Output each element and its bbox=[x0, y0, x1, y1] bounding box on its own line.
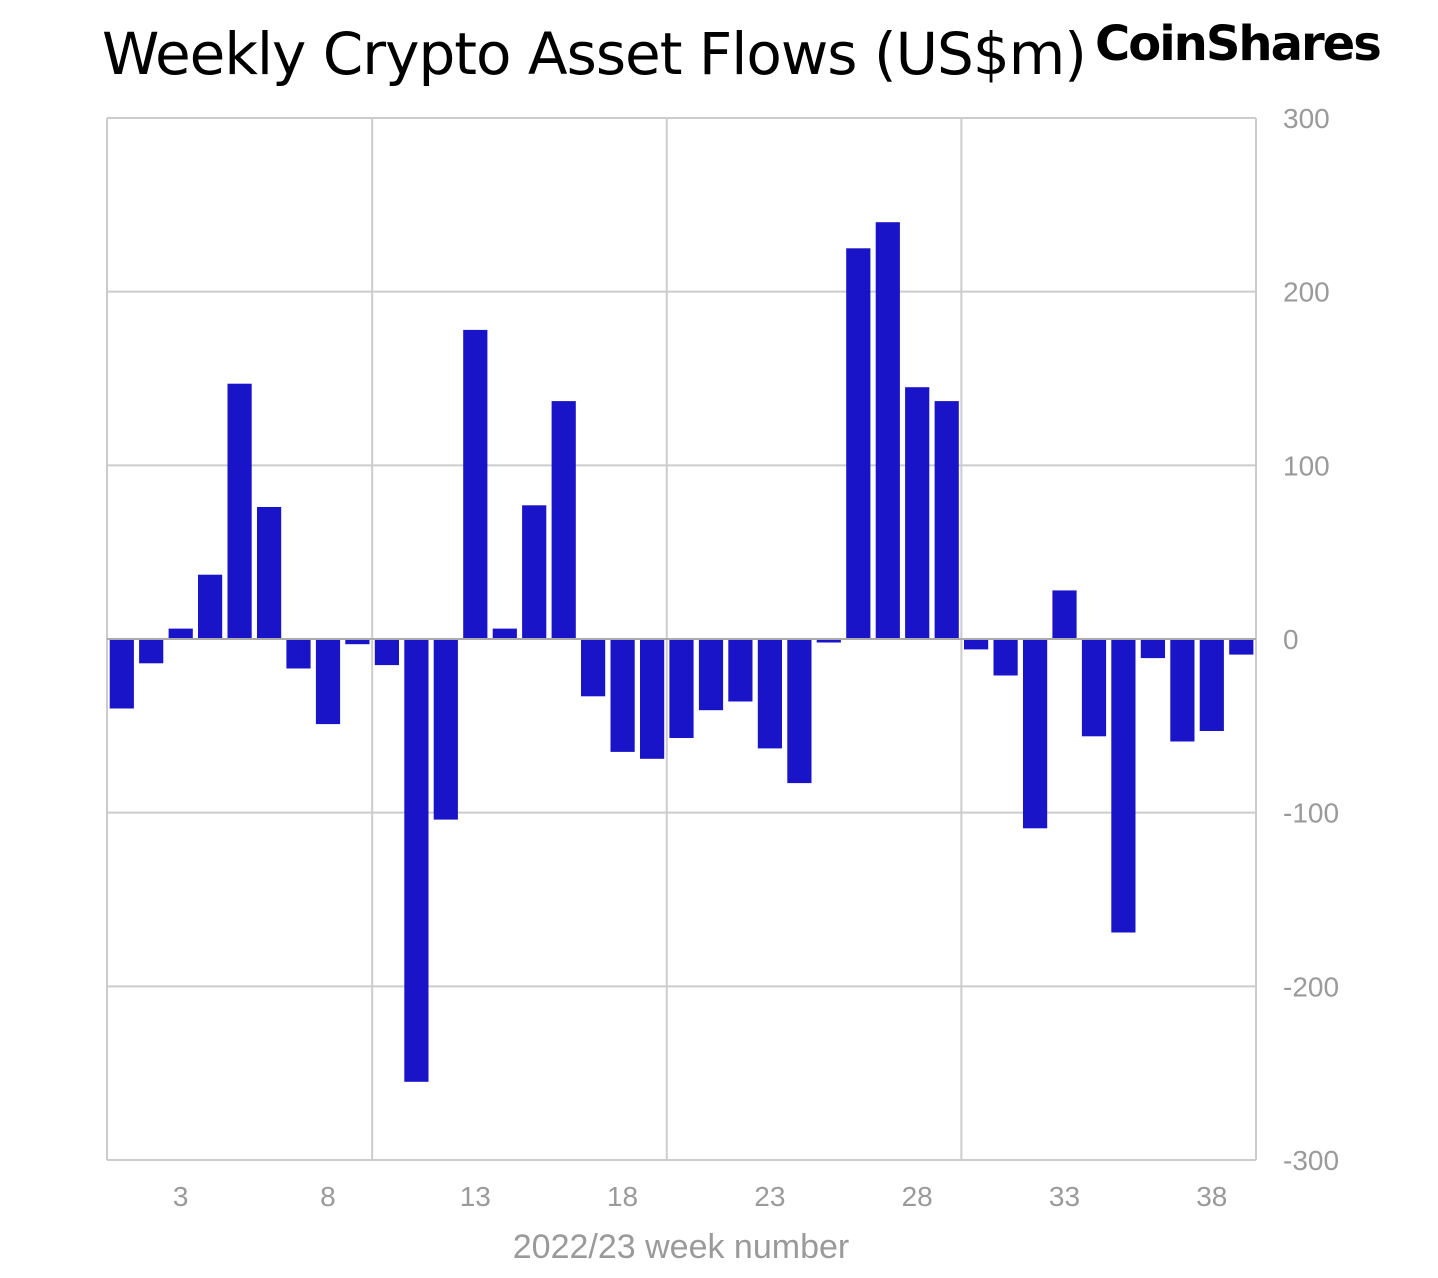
bar-week-24 bbox=[787, 639, 812, 784]
bar-week-26 bbox=[846, 248, 871, 640]
x-tick-label: 38 bbox=[1196, 1181, 1227, 1212]
bar-week-15 bbox=[522, 505, 547, 639]
bar-week-34 bbox=[1081, 639, 1107, 737]
chart-title: Weekly Crypto Asset Flows (US$m) bbox=[102, 20, 1087, 88]
x-tick-label: 28 bbox=[902, 1181, 933, 1212]
bar-week-38 bbox=[1199, 639, 1224, 731]
bar-week-30 bbox=[964, 639, 989, 650]
y-tick-label: -100 bbox=[1283, 798, 1339, 829]
bar-week-25 bbox=[816, 639, 841, 643]
bar-week-20 bbox=[669, 639, 694, 738]
x-tick-label: 3 bbox=[173, 1181, 189, 1212]
bar-week-22 bbox=[728, 639, 753, 702]
x-tick-label: 13 bbox=[460, 1181, 491, 1212]
coinshares-logo: CoinShares bbox=[1095, 16, 1382, 72]
bar-week-29 bbox=[934, 401, 959, 639]
bar-week-17 bbox=[581, 639, 606, 697]
bar-week-6 bbox=[257, 507, 282, 639]
bar-week-21 bbox=[698, 639, 724, 711]
x-tick-label: 23 bbox=[754, 1181, 785, 1212]
bar-week-1 bbox=[109, 639, 134, 709]
bar-week-37 bbox=[1170, 639, 1195, 742]
bar-week-36 bbox=[1140, 639, 1165, 659]
bar-week-10 bbox=[374, 639, 399, 666]
bar-week-16 bbox=[551, 401, 576, 639]
bar-week-3 bbox=[168, 628, 193, 639]
bar-week-23 bbox=[757, 639, 782, 749]
x-tick-label: 18 bbox=[607, 1181, 638, 1212]
bar-week-5 bbox=[227, 383, 252, 639]
bar-week-31 bbox=[993, 639, 1018, 676]
bar-week-32 bbox=[1023, 639, 1048, 829]
bar-week-28 bbox=[905, 387, 930, 639]
y-tick-label: 200 bbox=[1283, 277, 1330, 308]
bar-week-8 bbox=[315, 639, 341, 725]
y-tick-label: -300 bbox=[1283, 1145, 1339, 1176]
y-tick-label: -200 bbox=[1283, 971, 1339, 1002]
bars bbox=[107, 222, 1256, 1082]
bar-week-13 bbox=[463, 329, 488, 639]
bar-week-12 bbox=[433, 639, 458, 820]
y-tick-label: 300 bbox=[1283, 103, 1330, 134]
bar-week-39 bbox=[1229, 639, 1254, 655]
x-axis-label: 2022/23 week number bbox=[513, 1228, 849, 1266]
bar-week-27 bbox=[875, 222, 900, 639]
bar-week-33 bbox=[1052, 590, 1077, 639]
x-tick-label: 8 bbox=[320, 1181, 336, 1212]
bar-week-4 bbox=[198, 574, 223, 639]
y-tick-label: 0 bbox=[1283, 624, 1299, 655]
bar-week-19 bbox=[640, 639, 665, 759]
x-tick-label: 33 bbox=[1049, 1181, 1080, 1212]
bar-week-35 bbox=[1111, 639, 1136, 933]
bar-week-9 bbox=[345, 639, 370, 645]
y-tick-label: 100 bbox=[1283, 450, 1330, 481]
bar-week-2 bbox=[139, 639, 164, 664]
bar-week-7 bbox=[286, 639, 311, 669]
bar-week-18 bbox=[610, 639, 635, 752]
bar-week-14 bbox=[492, 628, 517, 639]
bar-week-11 bbox=[404, 639, 429, 1082]
